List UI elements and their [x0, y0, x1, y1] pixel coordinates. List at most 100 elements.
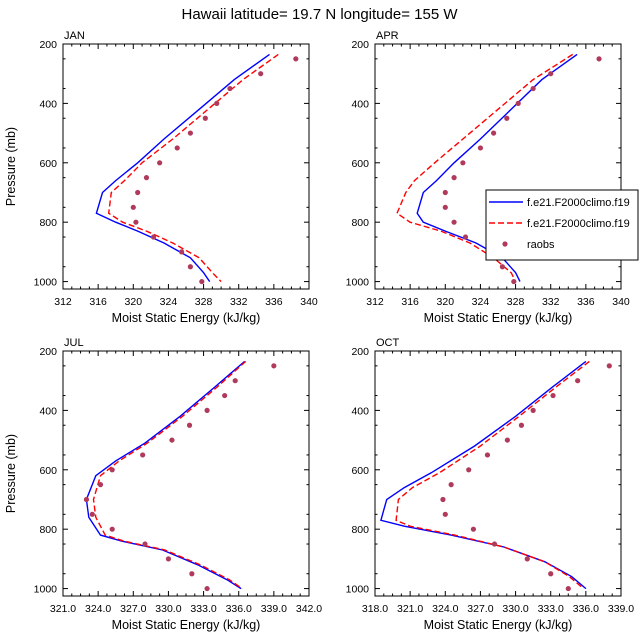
raobs-point — [187, 130, 193, 136]
raobs-point — [271, 363, 277, 369]
raobs-point — [227, 85, 233, 92]
x-tick-label: 321.0 — [50, 603, 76, 615]
x-tick-label: 328 — [195, 296, 213, 308]
x-tick-label: 336.0 — [226, 603, 252, 615]
legend-label: raobs — [527, 239, 555, 251]
raobs-point — [530, 85, 536, 92]
raobs-point — [470, 526, 476, 532]
raobs-point — [440, 496, 446, 503]
raobs-point — [97, 482, 104, 488]
raobs-point — [214, 100, 220, 106]
raobs-point — [451, 219, 457, 225]
raobs-point — [140, 452, 146, 458]
raobs-point — [548, 71, 554, 77]
y-axis-label: Pressure (mb) — [4, 434, 18, 513]
raobs-point — [222, 392, 228, 399]
y-tick-label: 1000 — [346, 277, 370, 289]
raobs-point — [165, 556, 172, 562]
y-tick-label: 400 — [39, 405, 57, 417]
y-tick-label: 800 — [39, 217, 57, 229]
x-tick-label: 320 — [437, 296, 455, 308]
y-tick-label: 400 — [39, 98, 57, 110]
model-line-dashed — [395, 360, 590, 590]
x-tick-label: 328 — [507, 296, 525, 308]
raobs-point — [189, 571, 195, 577]
model-line-dashed — [92, 360, 247, 590]
y-tick-label: 800 — [39, 524, 57, 536]
raobs-point — [442, 511, 448, 517]
legend-marker — [502, 241, 508, 247]
y-tick-label: 200 — [351, 346, 369, 358]
panel-label: JUL — [64, 337, 84, 349]
panel-label: OCT — [376, 337, 400, 349]
raobs-point — [142, 541, 148, 547]
x-tick-label: 316 — [89, 296, 107, 308]
plot-frame — [62, 43, 310, 290]
raobs-point — [157, 160, 163, 166]
panel-apr: APR 312 316 320 324 328 332 336 340 200 400 600 800 1… — [346, 30, 639, 325]
y-tick-label: 600 — [351, 465, 369, 477]
raobs-point — [133, 219, 139, 225]
x-tick-label: 332 — [230, 296, 248, 308]
x-axis-label: Moist Static Energy (kJ/kg) — [112, 311, 261, 325]
x-axis-label: Moist Static Energy (kJ/kg) — [112, 618, 261, 632]
x-tick-label: 324.0 — [85, 603, 111, 615]
raobs-point — [462, 234, 469, 240]
x-tick-label: 318.0 — [362, 603, 388, 615]
model-line-solid — [380, 360, 587, 590]
x-tick-label: 333.0 — [538, 603, 564, 615]
raobs-point — [451, 175, 457, 181]
raobs-point — [460, 160, 466, 166]
raobs-point — [83, 496, 90, 503]
x-axis-label: Moist Static Energy (kJ/kg) — [424, 311, 573, 325]
raobs-point — [511, 278, 517, 285]
raobs-point — [448, 482, 454, 488]
raobs-point — [491, 130, 497, 136]
raobs-point — [199, 278, 205, 285]
raobs-point — [524, 556, 530, 562]
x-tick-label: 336.0 — [573, 603, 599, 615]
raobs-point — [606, 363, 612, 369]
y-tick-label: 400 — [351, 98, 369, 110]
figure-title: Hawaii latitude= 19.7 N longitude= 155 W — [181, 6, 458, 23]
raobs-point — [204, 585, 210, 592]
raobs-point — [550, 392, 556, 399]
raobs-point — [169, 437, 175, 443]
y-tick-label: 1000 — [346, 584, 370, 596]
legend-label: f.e21.F2000climo.f19 — [527, 197, 630, 209]
raobs-point — [530, 407, 536, 413]
raobs-point — [504, 115, 510, 121]
raobs-point — [575, 378, 581, 384]
y-tick-label: 1000 — [34, 584, 58, 596]
y-tick-label: 600 — [39, 465, 57, 477]
raobs-point — [135, 189, 141, 196]
raobs-point — [202, 115, 208, 121]
panel-label: JAN — [64, 30, 85, 42]
raobs-point — [150, 234, 157, 240]
x-tick-label: 333.0 — [190, 603, 216, 615]
y-tick-label: 200 — [39, 346, 57, 358]
raobs-point — [130, 204, 136, 210]
y-tick-label: 800 — [351, 524, 369, 536]
x-tick-label: 320 — [125, 296, 143, 308]
x-tick-label: 324.0 — [432, 603, 458, 615]
x-tick-label: 316 — [401, 296, 419, 308]
raobs-point — [258, 71, 264, 77]
raobs-point — [187, 264, 193, 270]
y-tick-label: 1000 — [34, 277, 58, 289]
y-tick-label: 200 — [351, 39, 369, 51]
x-tick-label: 327.0 — [467, 603, 493, 615]
y-tick-label: 200 — [39, 39, 57, 51]
raobs-point — [504, 437, 510, 443]
panel-oct: OCT 318.0 321.0 324.0 327.0 330.0 333.0 336.0 33… — [346, 337, 635, 632]
x-tick-label: 312 — [366, 296, 384, 308]
x-tick-label: 340 — [300, 296, 318, 308]
raobs-point — [565, 585, 571, 592]
model-line-solid — [85, 360, 246, 590]
raobs-point — [596, 56, 602, 62]
y-axis-label: Pressure (mb) — [4, 127, 18, 206]
raobs-point — [515, 100, 521, 106]
x-tick-label: 324 — [160, 296, 178, 308]
raobs-point — [442, 189, 448, 196]
raobs-point — [204, 407, 210, 413]
